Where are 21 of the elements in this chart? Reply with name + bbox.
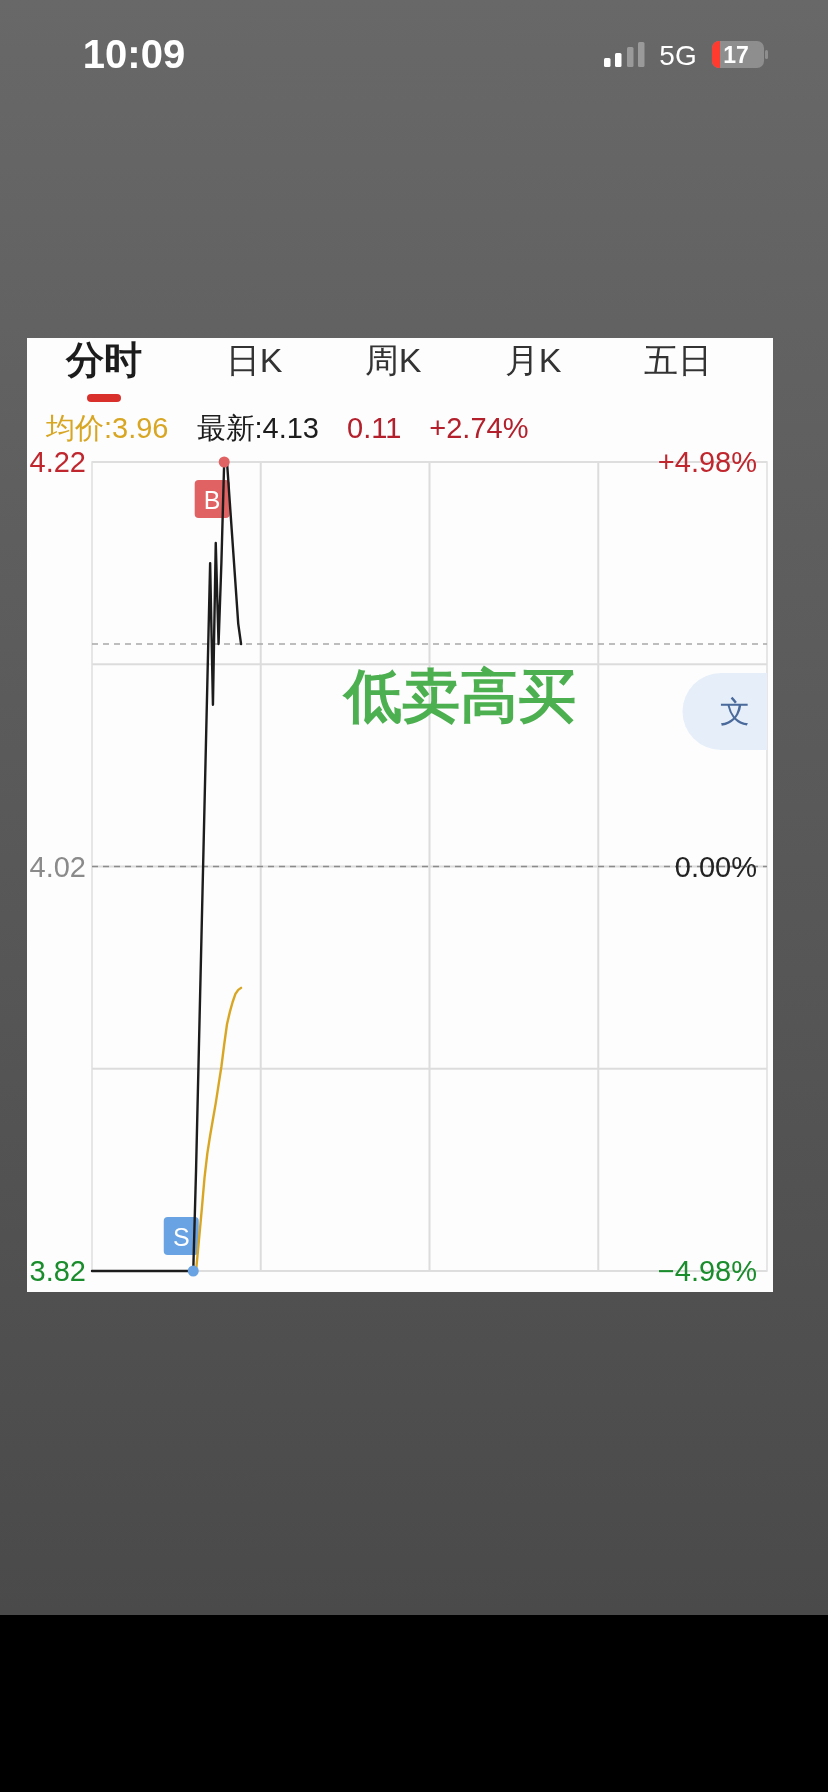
legend: 均价:3.96 最新:4.13 bbox=[46, 412, 319, 444]
text: +2.74% bbox=[429, 412, 529, 444]
y-tick-label: 4.02 bbox=[29, 850, 86, 883]
text: 10:09 bbox=[82, 32, 186, 76]
text: 月K bbox=[504, 341, 562, 379]
text: 17 bbox=[723, 42, 749, 68]
text: 五日 bbox=[644, 341, 712, 379]
text: 日K bbox=[225, 341, 283, 379]
y2-tick-label: +4.98% bbox=[657, 446, 757, 478]
text: 0.11 bbox=[347, 412, 402, 444]
y2-tick-label: 0.00% bbox=[674, 850, 757, 883]
annotation: 文 bbox=[720, 694, 750, 728]
y-tick-label: 3.82 bbox=[29, 1255, 86, 1287]
y2-tick-label: −4.98% bbox=[657, 1255, 757, 1287]
y-tick-label: 4.22 bbox=[29, 446, 86, 478]
series-label: S bbox=[172, 1223, 190, 1251]
text: 周K bbox=[364, 341, 422, 379]
series-label: B bbox=[203, 486, 221, 514]
text: 5G bbox=[659, 39, 697, 71]
annotation: 低卖高买 bbox=[342, 662, 576, 728]
text: 分时 bbox=[65, 339, 142, 381]
